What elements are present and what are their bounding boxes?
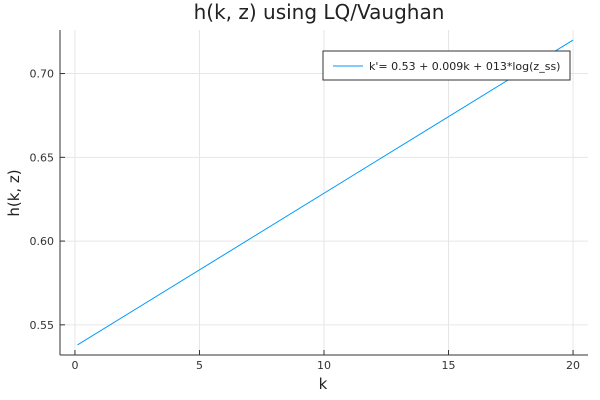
x-tick-label: 20 (566, 359, 580, 372)
chart-title: h(k, z) using LQ/Vaughan (194, 0, 445, 24)
plot-series (77, 39, 574, 346)
y-tick-label: 0.55 (30, 319, 55, 332)
x-tick-label: 10 (317, 359, 331, 372)
y-axis-label: h(k, z) (5, 169, 23, 216)
axis-ticks: 0 5 10 15 20 0.55 0.60 0.65 0.70 (30, 68, 581, 372)
y-tick-label: 0.65 (30, 151, 55, 164)
legend: k'= 0.53 + 0.009k + 013*log(z_ss) (322, 50, 571, 81)
series-line (77, 39, 574, 346)
x-tick-label: 0 (71, 359, 78, 372)
y-tick-label: 0.60 (30, 235, 55, 248)
x-tick-label: 15 (442, 359, 456, 372)
x-tick-label: 5 (196, 359, 203, 372)
x-axis-label: k (319, 375, 328, 393)
legend-box (322, 50, 571, 81)
legend-label: k'= 0.53 + 0.009k + 013*log(z_ss) (369, 60, 560, 73)
y-tick-label: 0.70 (30, 68, 55, 81)
